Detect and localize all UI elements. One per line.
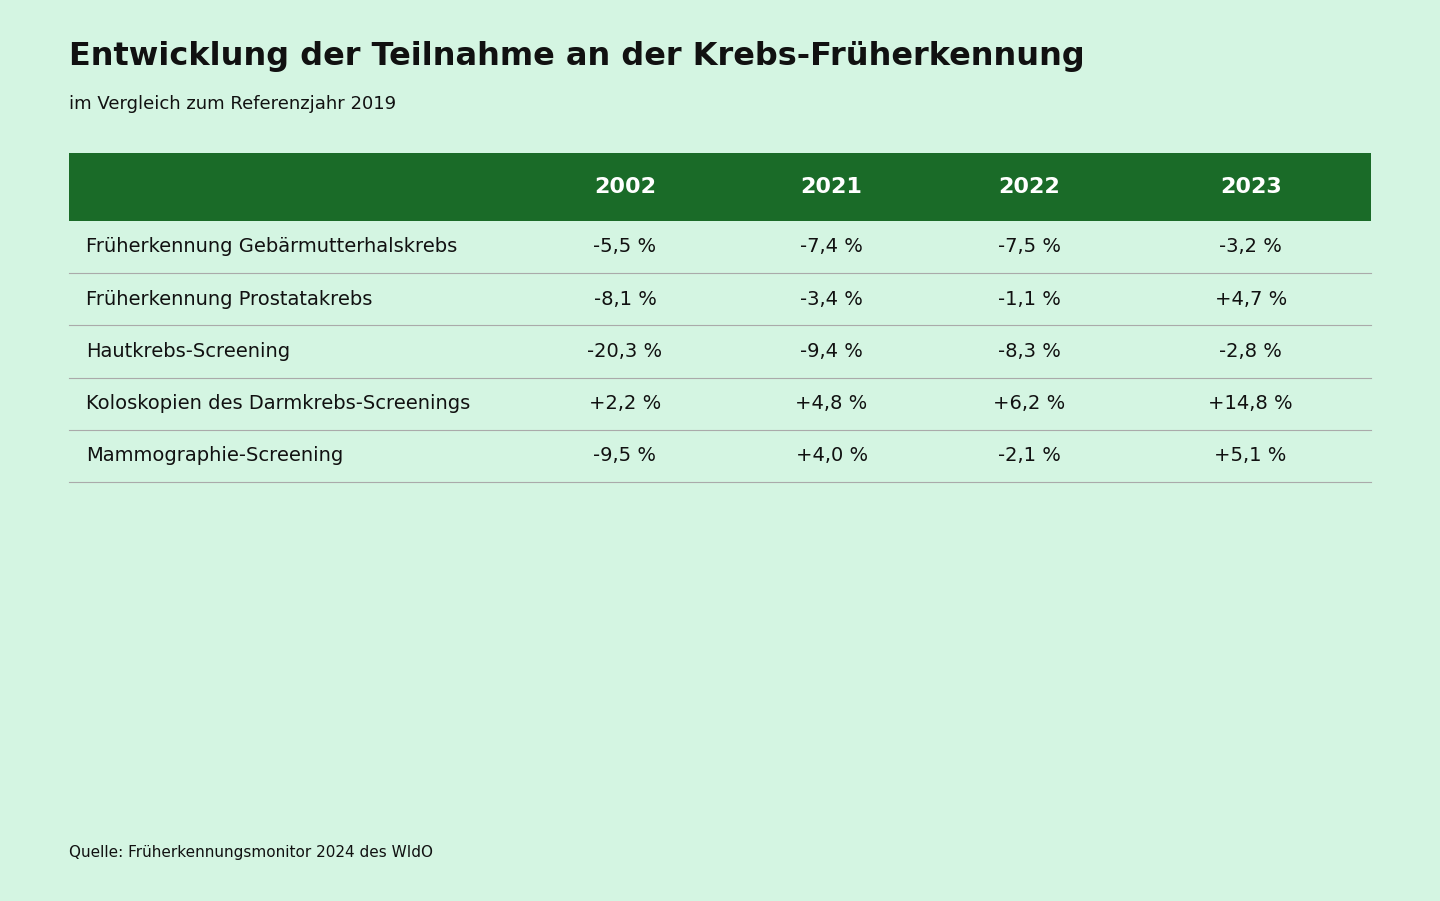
Text: Koloskopien des Darmkrebs-Screenings: Koloskopien des Darmkrebs-Screenings [86,394,471,414]
Text: Quelle: Früherkennungsmonitor 2024 des WIdO: Quelle: Früherkennungsmonitor 2024 des W… [69,845,433,860]
Text: Früherkennung Gebärmutterhalskrebs: Früherkennung Gebärmutterhalskrebs [86,237,458,257]
Text: Hautkrebs-Screening: Hautkrebs-Screening [86,341,291,361]
Text: 2022: 2022 [999,177,1060,197]
Text: +4,7 %: +4,7 % [1214,289,1287,309]
Text: -20,3 %: -20,3 % [588,341,662,361]
Text: +4,0 %: +4,0 % [795,446,868,466]
Text: -1,1 %: -1,1 % [998,289,1061,309]
Text: -9,4 %: -9,4 % [801,341,863,361]
Text: +14,8 %: +14,8 % [1208,394,1293,414]
Text: -2,1 %: -2,1 % [998,446,1061,466]
Text: +6,2 %: +6,2 % [994,394,1066,414]
Text: 2021: 2021 [801,177,863,197]
Text: -2,8 %: -2,8 % [1220,341,1282,361]
Text: -8,1 %: -8,1 % [593,289,657,309]
Text: -9,5 %: -9,5 % [593,446,657,466]
Text: 2023: 2023 [1220,177,1282,197]
Text: +2,2 %: +2,2 % [589,394,661,414]
Text: Mammographie-Screening: Mammographie-Screening [86,446,344,466]
Text: Entwicklung der Teilnahme an der Krebs-Früherkennung: Entwicklung der Teilnahme an der Krebs-F… [69,41,1084,71]
Text: -3,2 %: -3,2 % [1220,237,1282,257]
Bar [69,153,1371,221]
Text: im Vergleich zum Referenzjahr 2019: im Vergleich zum Referenzjahr 2019 [69,95,396,113]
Text: -7,5 %: -7,5 % [998,237,1061,257]
Text: -5,5 %: -5,5 % [593,237,657,257]
Text: +4,8 %: +4,8 % [795,394,868,414]
Text: Früherkennung Prostatakrebs: Früherkennung Prostatakrebs [86,289,373,309]
Text: +5,1 %: +5,1 % [1214,446,1287,466]
Text: -8,3 %: -8,3 % [998,341,1061,361]
Text: -3,4 %: -3,4 % [801,289,863,309]
Text: 2002: 2002 [593,177,657,197]
Text: -7,4 %: -7,4 % [801,237,863,257]
